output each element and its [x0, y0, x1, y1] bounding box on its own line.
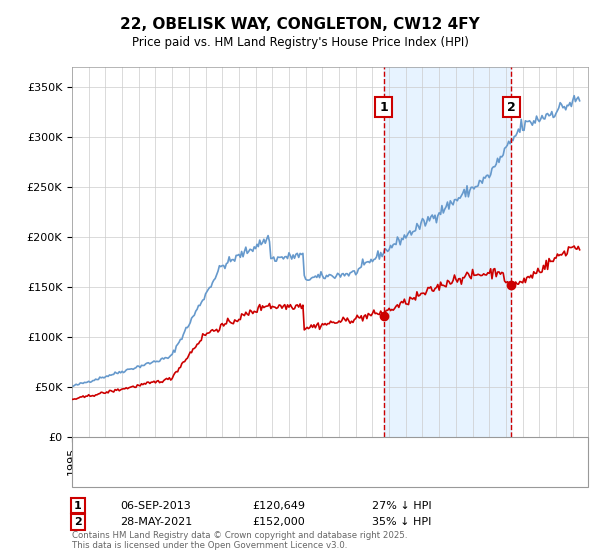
Text: 28-MAY-2021: 28-MAY-2021 — [120, 517, 192, 527]
Text: 2: 2 — [507, 101, 516, 114]
Text: Price paid vs. HM Land Registry's House Price Index (HPI): Price paid vs. HM Land Registry's House … — [131, 36, 469, 49]
Text: HPI: Average price, semi-detached house, Cheshire East: HPI: Average price, semi-detached house,… — [111, 467, 391, 477]
Text: 22, OBELISK WAY, CONGLETON, CW12 4FY: 22, OBELISK WAY, CONGLETON, CW12 4FY — [120, 17, 480, 32]
Text: 22, OBELISK WAY, CONGLETON, CW12 4FY (semi-detached house): 22, OBELISK WAY, CONGLETON, CW12 4FY (se… — [111, 448, 441, 458]
Text: 27% ↓ HPI: 27% ↓ HPI — [372, 501, 431, 511]
Text: 35% ↓ HPI: 35% ↓ HPI — [372, 517, 431, 527]
Text: £152,000: £152,000 — [252, 517, 305, 527]
Text: 1: 1 — [379, 101, 388, 114]
Text: 06-SEP-2013: 06-SEP-2013 — [120, 501, 191, 511]
Text: 2: 2 — [74, 517, 82, 527]
Bar — [383, 67, 511, 437]
Text: 1: 1 — [74, 501, 82, 511]
Text: Contains HM Land Registry data © Crown copyright and database right 2025.
This d: Contains HM Land Registry data © Crown c… — [72, 530, 407, 550]
Text: £120,649: £120,649 — [252, 501, 305, 511]
